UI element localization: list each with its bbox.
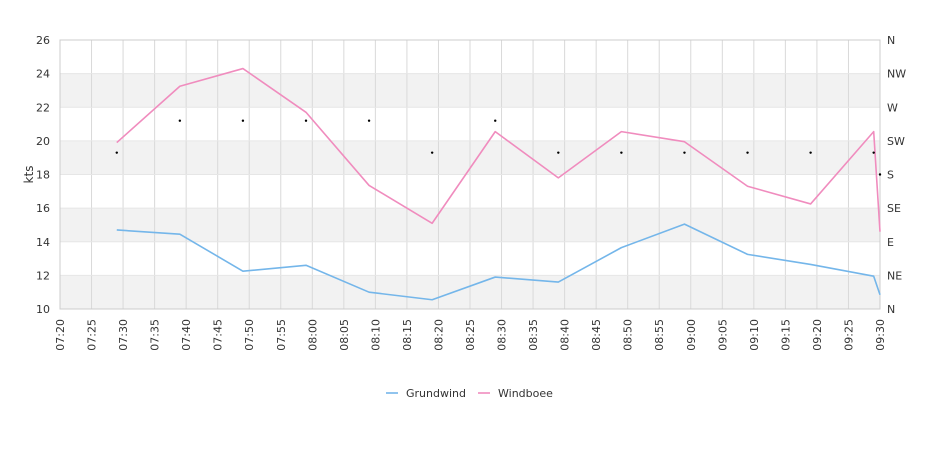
x-tick-label: 08:00: [306, 319, 319, 351]
x-tick-label: 08:05: [338, 319, 351, 351]
y-tick-label: 20: [36, 135, 50, 148]
x-tick-label: 08:50: [622, 319, 635, 351]
direction-marker: [809, 151, 812, 154]
direction-marker: [746, 151, 749, 154]
y-tick-label: 14: [36, 236, 50, 249]
direction-marker: [241, 119, 245, 122]
direction-marker: [430, 151, 434, 154]
x-tick-label: 07:35: [149, 319, 162, 351]
x-tick-label: 08:30: [496, 319, 509, 351]
y-tick-label: 26: [36, 34, 50, 47]
x-axis: 07:20 07:25 07:30 07:35 07:40 07:45 07:50 07:55…: [54, 319, 887, 351]
y-right-tick-label: SE: [887, 202, 901, 215]
direction-marker: [494, 119, 497, 122]
x-tick-label: 08:45: [590, 319, 603, 351]
x-tick-label: 07:45: [212, 319, 225, 351]
x-tick-label: 09:15: [779, 319, 792, 351]
direction-marker: [115, 151, 118, 154]
direction-marker: [367, 119, 371, 122]
x-tick-label: 08:10: [369, 319, 382, 351]
x-tick-label: 08:40: [559, 319, 572, 351]
y-right-tick-label: N: [887, 303, 895, 316]
x-tick-label: 09:20: [811, 319, 824, 351]
legend-label-grundwind: Grundwind: [406, 387, 466, 400]
x-tick-label: 08:15: [401, 319, 414, 351]
direction-marker: [178, 119, 182, 122]
series-layer: [116, 67, 881, 301]
x-tick-label: 09:30: [874, 319, 887, 351]
legend: Grundwind Windboee: [386, 387, 553, 400]
y-tick-label: 18: [36, 169, 50, 182]
y-right-tick-label: W: [887, 101, 898, 114]
x-tick-label: 07:20: [54, 319, 67, 351]
y-axis-right-direction: N NE E SE S SW W NW N: [887, 34, 906, 316]
y-right-tick-label: S: [887, 169, 894, 182]
direction-marker: [557, 151, 560, 154]
x-tick-label: 08:25: [464, 319, 477, 351]
direction-marker: [683, 151, 686, 154]
direction-markers: [115, 119, 882, 176]
x-tick-label: 07:50: [243, 319, 256, 351]
x-tick-label: 09:10: [748, 319, 761, 351]
y-right-tick-label: NE: [887, 269, 902, 282]
direction-marker: [620, 151, 623, 154]
y-axis-left: 10 12 14 16 18 20 22 24 26: [36, 34, 50, 316]
y-tick-label: 10: [36, 303, 50, 316]
y-tick-label: 12: [36, 269, 50, 282]
series-line-grundwind: [116, 223, 881, 301]
x-tick-label: 09:05: [716, 319, 729, 351]
y-tick-label: 16: [36, 202, 50, 215]
x-tick-label: 07:30: [117, 319, 130, 351]
direction-marker: [304, 119, 308, 122]
x-tick-label: 08:55: [653, 319, 666, 351]
series-line-windboee: [116, 67, 881, 232]
y-axis-title: kts: [22, 166, 36, 184]
x-tick-label: 08:35: [527, 319, 540, 351]
x-tick-label: 07:25: [86, 319, 99, 351]
x-tick-label: 09:25: [842, 319, 855, 351]
y-tick-label: 24: [36, 68, 50, 81]
x-tick-label: 09:00: [685, 319, 698, 351]
legend-label-windboee: Windboee: [498, 387, 553, 400]
y-right-tick-label: SW: [887, 135, 905, 148]
x-tick-label: 08:20: [432, 319, 445, 351]
y-right-tick-label: E: [887, 236, 894, 249]
y-right-tick-label: NW: [887, 68, 906, 81]
x-tick-label: 07:55: [275, 319, 288, 351]
x-tick-label: 07:40: [180, 319, 193, 351]
direction-marker: [878, 173, 882, 176]
direction-marker: [872, 151, 875, 154]
y-tick-label: 22: [36, 101, 50, 114]
y-right-tick-label: N: [887, 34, 895, 47]
